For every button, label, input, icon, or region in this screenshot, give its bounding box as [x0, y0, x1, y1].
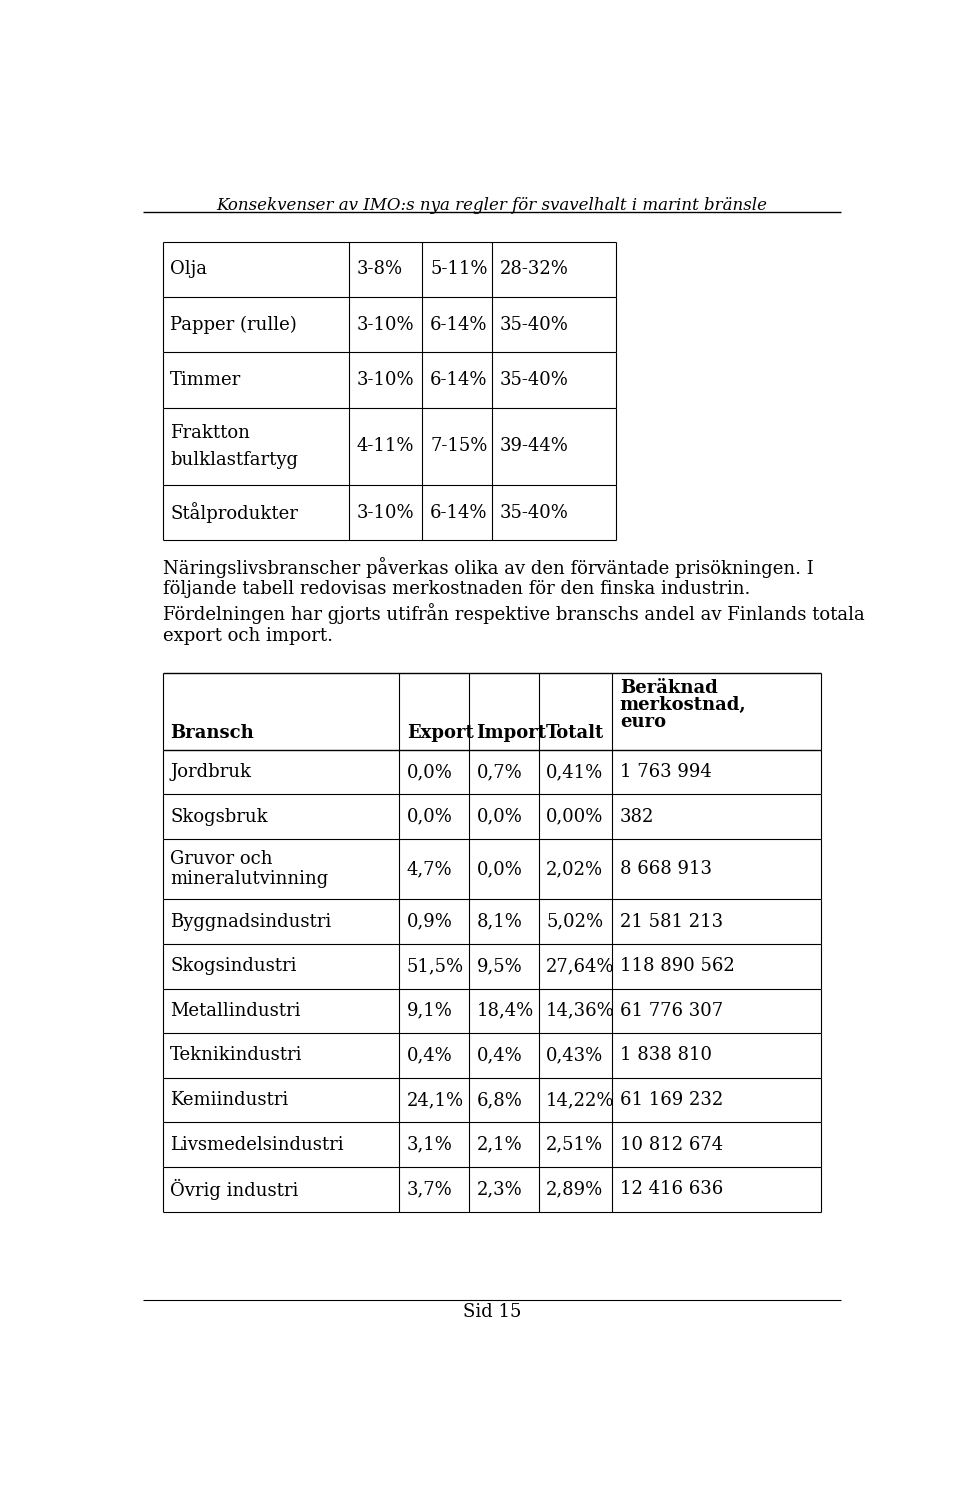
- Text: 12 416 636: 12 416 636: [620, 1180, 723, 1198]
- Text: Papper (rulle): Papper (rulle): [170, 315, 298, 334]
- Text: 8 668 913: 8 668 913: [620, 859, 712, 877]
- Text: euro: euro: [620, 712, 666, 730]
- Text: 0,41%: 0,41%: [546, 764, 604, 782]
- Text: 24,1%: 24,1%: [407, 1090, 464, 1108]
- Text: 6,8%: 6,8%: [476, 1090, 522, 1108]
- Text: 5,02%: 5,02%: [546, 912, 604, 930]
- Text: 4-11%: 4-11%: [356, 438, 414, 456]
- Text: Timmer: Timmer: [170, 370, 242, 388]
- Text: 0,0%: 0,0%: [476, 859, 522, 877]
- Text: 2,1%: 2,1%: [476, 1136, 522, 1154]
- Text: 9,5%: 9,5%: [476, 957, 522, 975]
- Text: 27,64%: 27,64%: [546, 957, 614, 975]
- Text: 14,22%: 14,22%: [546, 1090, 614, 1108]
- Text: 10 812 674: 10 812 674: [620, 1136, 723, 1154]
- Text: 3-10%: 3-10%: [356, 370, 414, 388]
- Text: Livsmedelsindustri: Livsmedelsindustri: [170, 1136, 344, 1154]
- Text: Totalt: Totalt: [546, 724, 605, 742]
- Text: 2,89%: 2,89%: [546, 1180, 604, 1198]
- Text: 5-11%: 5-11%: [430, 261, 488, 279]
- Text: 0,0%: 0,0%: [476, 808, 522, 826]
- Text: 2,02%: 2,02%: [546, 859, 604, 877]
- Text: 28-32%: 28-32%: [500, 261, 568, 279]
- Text: 2,51%: 2,51%: [546, 1136, 604, 1154]
- Text: 6-14%: 6-14%: [430, 316, 488, 334]
- Text: Byggnadsindustri: Byggnadsindustri: [170, 912, 331, 930]
- Text: Övrig industri: Övrig industri: [170, 1179, 299, 1200]
- Text: 6-14%: 6-14%: [430, 370, 488, 388]
- Text: 2,3%: 2,3%: [476, 1180, 522, 1198]
- Text: följande tabell redovisas merkostnaden för den finska industrin.: följande tabell redovisas merkostnaden f…: [162, 580, 750, 598]
- Text: Bransch: Bransch: [170, 724, 254, 742]
- Text: Konsekvenser av IMO:s nya regler för svavelhalt i marint bränsle: Konsekvenser av IMO:s nya regler för sva…: [217, 196, 767, 214]
- Text: Näringslivsbranscher påverkas olika av den förväntade prisökningen. I: Näringslivsbranscher påverkas olika av d…: [162, 558, 813, 579]
- Text: 118 890 562: 118 890 562: [620, 957, 734, 975]
- Text: Olja: Olja: [170, 261, 207, 279]
- Text: 3-10%: 3-10%: [356, 504, 414, 522]
- Text: 61 169 232: 61 169 232: [620, 1090, 723, 1108]
- Text: merkostnad,: merkostnad,: [620, 696, 747, 714]
- Text: 35-40%: 35-40%: [500, 504, 568, 522]
- Text: Kemiindustri: Kemiindustri: [170, 1090, 289, 1108]
- Text: Skogsindustri: Skogsindustri: [170, 957, 297, 975]
- Text: 3-10%: 3-10%: [356, 316, 414, 334]
- Text: 3,7%: 3,7%: [407, 1180, 452, 1198]
- Text: 0,0%: 0,0%: [407, 764, 452, 782]
- Text: Jordbruk: Jordbruk: [170, 764, 252, 782]
- Text: 0,0%: 0,0%: [407, 808, 452, 826]
- Text: 0,4%: 0,4%: [476, 1047, 522, 1065]
- Text: Skogsbruk: Skogsbruk: [170, 808, 268, 826]
- Text: 21 581 213: 21 581 213: [620, 912, 723, 930]
- Text: Fördelningen har gjorts utifrån respektive branschs andel av Finlands totala: Fördelningen har gjorts utifrån respekti…: [162, 603, 864, 624]
- Text: Export: Export: [407, 724, 473, 742]
- Text: export och import.: export och import.: [162, 627, 332, 645]
- Text: Beräknad: Beräknad: [620, 680, 718, 698]
- Text: 382: 382: [620, 808, 655, 826]
- Text: 0,43%: 0,43%: [546, 1047, 604, 1065]
- Text: Stålprodukter: Stålprodukter: [170, 503, 299, 524]
- Text: Import: Import: [476, 724, 546, 742]
- Text: 14,36%: 14,36%: [546, 1002, 615, 1020]
- Text: 39-44%: 39-44%: [500, 438, 568, 456]
- Text: Teknikindustri: Teknikindustri: [170, 1047, 302, 1065]
- Text: Gruvor och: Gruvor och: [170, 850, 273, 868]
- Text: mineralutvinning: mineralutvinning: [170, 870, 328, 888]
- Text: Sid 15: Sid 15: [463, 1304, 521, 1322]
- Text: 7-15%: 7-15%: [430, 438, 488, 456]
- Text: 0,7%: 0,7%: [476, 764, 522, 782]
- Text: 0,4%: 0,4%: [407, 1047, 452, 1065]
- Text: 3-8%: 3-8%: [356, 261, 402, 279]
- Text: bulklastfartyg: bulklastfartyg: [170, 450, 299, 468]
- Text: 35-40%: 35-40%: [500, 370, 568, 388]
- Text: 9,1%: 9,1%: [407, 1002, 452, 1020]
- Text: 18,4%: 18,4%: [476, 1002, 534, 1020]
- Text: 6-14%: 6-14%: [430, 504, 488, 522]
- Text: Fraktton: Fraktton: [170, 424, 251, 442]
- Text: 3,1%: 3,1%: [407, 1136, 452, 1154]
- Text: 8,1%: 8,1%: [476, 912, 522, 930]
- Text: 35-40%: 35-40%: [500, 316, 568, 334]
- Text: Metallindustri: Metallindustri: [170, 1002, 300, 1020]
- Text: 0,00%: 0,00%: [546, 808, 604, 826]
- Text: 4,7%: 4,7%: [407, 859, 452, 877]
- Text: 1 763 994: 1 763 994: [620, 764, 711, 782]
- Text: 51,5%: 51,5%: [407, 957, 464, 975]
- Text: 61 776 307: 61 776 307: [620, 1002, 723, 1020]
- Text: 0,9%: 0,9%: [407, 912, 452, 930]
- Text: 1 838 810: 1 838 810: [620, 1047, 712, 1065]
